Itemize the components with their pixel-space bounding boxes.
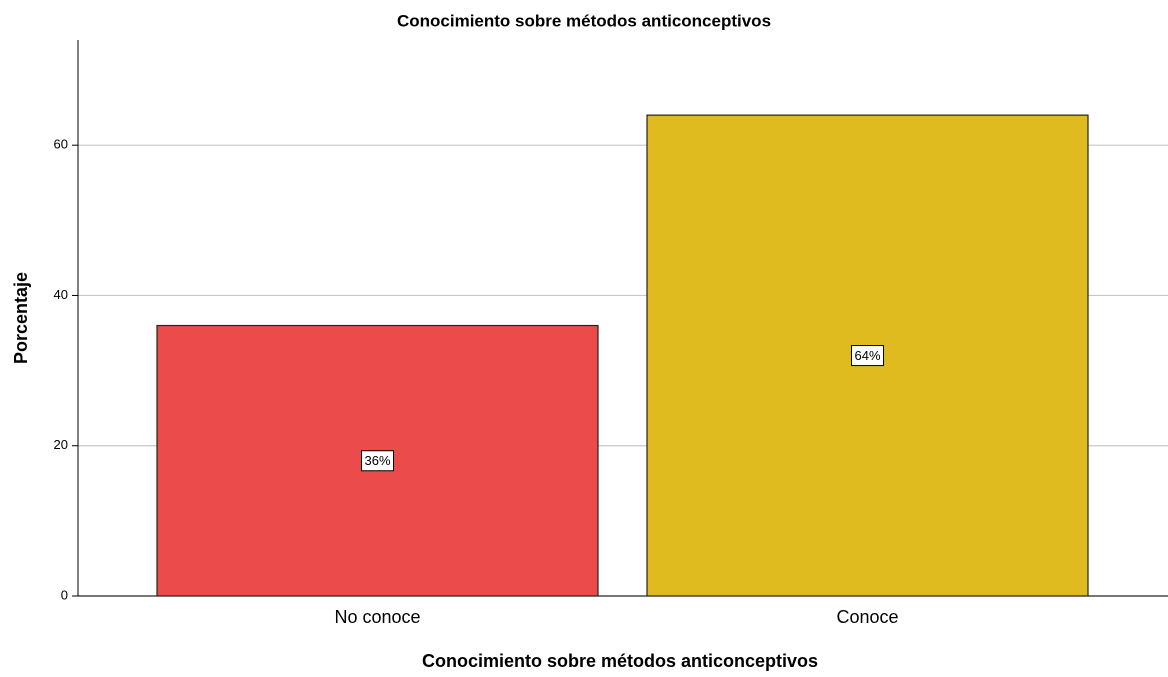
x-axis-label: Conocimiento sobre métodos anticonceptiv… [422, 651, 818, 671]
value-label-box [360, 450, 395, 472]
value-label: 36% [364, 453, 390, 468]
y-tick-label: 0 [61, 587, 68, 602]
y-tick-label: 20 [54, 437, 68, 452]
y-tick-label: 40 [54, 287, 68, 302]
value-label: 64% [854, 348, 880, 363]
y-tick-label: 60 [54, 137, 68, 152]
y-axis-label: Porcentaje [11, 272, 31, 364]
chart-title: Conocimiento sobre métodos anticonceptiv… [397, 11, 771, 30]
x-tick-label: Conoce [836, 607, 898, 627]
x-tick-label: No conoce [334, 607, 420, 627]
value-label-box [850, 345, 885, 367]
